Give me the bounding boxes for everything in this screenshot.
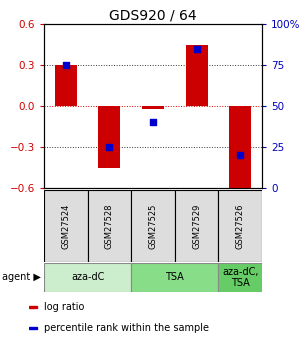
Text: percentile rank within the sample: percentile rank within the sample — [44, 323, 209, 333]
Bar — [218, 263, 262, 292]
Point — [63, 62, 68, 68]
Bar — [98, 106, 120, 168]
Bar — [131, 190, 175, 262]
Text: GSM27526: GSM27526 — [236, 203, 245, 249]
Bar — [229, 106, 251, 191]
Bar — [142, 106, 164, 109]
Bar — [175, 190, 218, 262]
Bar — [218, 190, 262, 262]
Text: agent ▶: agent ▶ — [2, 273, 40, 282]
Text: GSM27528: GSM27528 — [105, 203, 114, 249]
Title: GDS920 / 64: GDS920 / 64 — [109, 9, 197, 23]
Point — [151, 120, 155, 125]
Bar — [88, 190, 131, 262]
Bar — [29, 306, 37, 308]
Text: GSM27529: GSM27529 — [192, 203, 201, 249]
Point — [194, 46, 199, 51]
Text: aza-dC,
TSA: aza-dC, TSA — [222, 267, 258, 288]
Text: TSA: TSA — [165, 273, 184, 282]
Text: log ratio: log ratio — [44, 302, 85, 312]
Bar — [186, 45, 208, 106]
Bar — [55, 65, 77, 106]
Text: GSM27525: GSM27525 — [148, 203, 158, 249]
Point — [238, 152, 243, 158]
Bar — [44, 190, 88, 262]
Text: aza-dC: aza-dC — [71, 273, 104, 282]
Bar — [131, 263, 218, 292]
Point — [107, 144, 112, 150]
Bar — [29, 327, 37, 329]
Text: GSM27524: GSM27524 — [61, 203, 70, 249]
Bar — [44, 263, 131, 292]
